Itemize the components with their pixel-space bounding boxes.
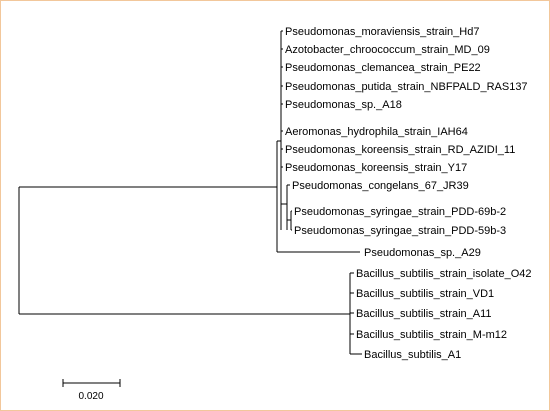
leaf-label: Pseudomonas_syringae_strain_PDD-59b-3: [294, 225, 506, 237]
scale-bar-label: 0.020: [78, 391, 103, 402]
leaf-label: Pseudomonas_moraviensis_strain_Hd7: [285, 26, 479, 38]
leaf-label: Bacillus_subtilis_strain_VD1: [356, 288, 494, 300]
leaf-label: Bacillus_subtilis_strain_isolate_O42: [356, 268, 531, 280]
leaf-label: Bacillus_subtilis_strain_A11: [356, 308, 492, 320]
leaf-label: Pseudomonas_koreensis_strain_Y17: [285, 162, 467, 174]
leaf-label: Pseudomonas_koreensis_strain_RD_AZIDI_11: [285, 144, 515, 156]
leaf-label: Pseudomonas_syringae_strain_PDD-69b-2: [294, 206, 506, 218]
leaf-label: Bacillus_subtilis_A1: [364, 349, 461, 361]
leaf-labels: Pseudomonas_moraviensis_strain_Hd7 Azoto…: [285, 26, 531, 361]
leaf-label: Bacillus_subtilis_strain_M-m12: [356, 329, 507, 341]
leaf-label: Pseudomonas_clemancea_strain_PE22: [285, 62, 481, 74]
leaf-label: Pseudomonas_sp._A29: [364, 247, 481, 259]
leaf-label: Pseudomonas_congelans_67_JR39: [292, 180, 469, 192]
leaf-label: Pseudomonas_putida_strain_NBFPALD_RAS137: [285, 81, 528, 93]
leaf-label: Azotobacter_chroococcum_strain_MD_09: [285, 44, 490, 56]
leaf-label: Pseudomonas_sp._A18: [285, 99, 402, 111]
scale-bar: 0.020: [62, 379, 121, 402]
leaf-label: Aeromonas_hydrophila_strain_IAH64: [285, 126, 468, 138]
tree-branches: [18, 30, 362, 355]
